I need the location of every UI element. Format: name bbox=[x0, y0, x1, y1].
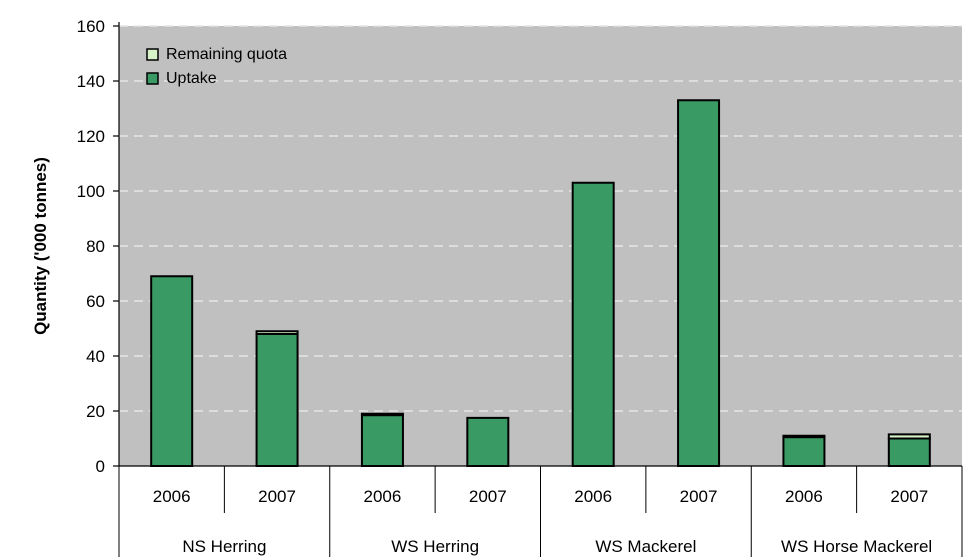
legend-swatch bbox=[146, 72, 159, 85]
bar-remaining-quota bbox=[782, 434, 826, 439]
legend: Remaining quota Uptake bbox=[146, 46, 287, 87]
bar-remaining-quota bbox=[360, 412, 404, 417]
legend-swatch bbox=[146, 48, 159, 61]
legend-label: Uptake bbox=[166, 70, 217, 87]
y-axis-label: Quantity ('000 tonnes) bbox=[31, 157, 50, 335]
group-label: WS Horse Mackerel bbox=[781, 537, 932, 556]
group-label: WS Herring bbox=[391, 537, 479, 556]
y-tick-label: 100 bbox=[77, 182, 105, 201]
category-labels: 2006 2007 2006 2007 2006 2007 2006 2007 NS Herri… bbox=[153, 487, 932, 556]
bar-remaining-quota bbox=[255, 330, 299, 335]
year-label: 2007 bbox=[680, 487, 718, 506]
bar-uptake bbox=[360, 414, 404, 467]
group-label: NS Herring bbox=[182, 537, 266, 556]
bar-uptake bbox=[466, 416, 510, 467]
year-label: 2006 bbox=[574, 487, 612, 506]
year-label: 2007 bbox=[258, 487, 296, 506]
year-label: 2006 bbox=[785, 487, 823, 506]
y-tick-label: 0 bbox=[96, 457, 105, 476]
y-tick-label: 80 bbox=[86, 237, 105, 256]
y-tick-label: 160 bbox=[77, 17, 105, 36]
y-tick-label: 40 bbox=[86, 347, 105, 366]
bar-uptake bbox=[782, 436, 826, 467]
year-label: 2007 bbox=[890, 487, 928, 506]
y-tick-label: 120 bbox=[77, 127, 105, 146]
bar-remaining-quota bbox=[887, 433, 931, 440]
bar-uptake bbox=[150, 275, 194, 467]
year-label: 2006 bbox=[364, 487, 402, 506]
y-tick-label: 140 bbox=[77, 72, 105, 91]
y-tick-label: 20 bbox=[86, 402, 105, 421]
y-tick-label: 60 bbox=[86, 292, 105, 311]
legend-label: Remaining quota bbox=[166, 46, 287, 63]
bar-uptake bbox=[255, 333, 299, 467]
year-label: 2006 bbox=[153, 487, 191, 506]
bar-uptake bbox=[887, 437, 931, 467]
bar-uptake bbox=[677, 99, 721, 467]
year-label: 2007 bbox=[469, 487, 507, 506]
bar-uptake bbox=[571, 181, 615, 467]
group-label: WS Mackerel bbox=[595, 537, 696, 556]
axes bbox=[113, 22, 963, 557]
y-tick-labels: 0 20 40 60 80 100 120 140 160 bbox=[77, 17, 105, 476]
